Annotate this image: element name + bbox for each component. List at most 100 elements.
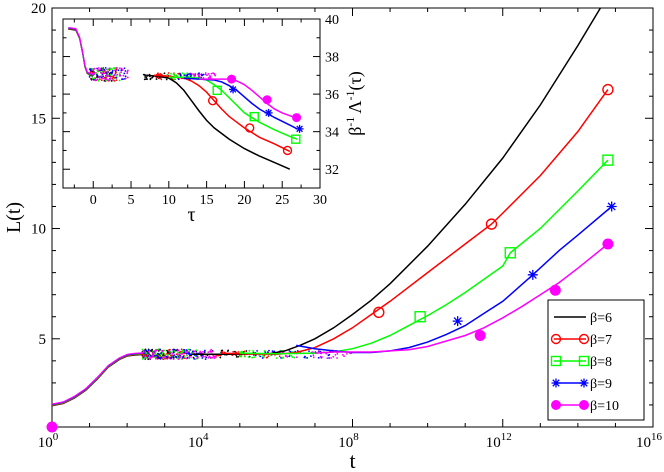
main-noise-point (190, 356, 192, 358)
inset-noise-point (121, 78, 123, 81)
main-noise-point (207, 351, 210, 353)
inset-marker-beta-7 (245, 123, 255, 133)
main-noise-point (238, 355, 241, 358)
inset-noise-point (177, 78, 180, 81)
inset-noise-point (213, 73, 216, 76)
main-y-tick-label: 15 (31, 111, 46, 127)
main-noise-point (312, 354, 315, 357)
inset-noise-point (97, 67, 100, 69)
main-noise-point (163, 349, 166, 352)
main-noise-point (180, 353, 183, 355)
inset-noise-point (126, 70, 129, 73)
main-x-tick-label: 1012 (486, 431, 512, 451)
main-y-axis-label: L(t) (3, 202, 25, 233)
main-noise-point (207, 357, 210, 359)
main-noise-point (183, 351, 186, 354)
inset-noise-point (100, 75, 103, 78)
inset-noise-point (175, 74, 177, 77)
main-early-curve (51, 353, 150, 406)
main-noise-point (147, 352, 149, 354)
main-markers (46, 83, 617, 433)
main-noise-point (147, 355, 150, 357)
main-noise-point (195, 349, 198, 352)
main-noise-point (193, 358, 196, 360)
inset-noise-point (100, 79, 103, 82)
inset-ylabel-beta: β (345, 127, 365, 136)
main-y-tick-label: 10 (31, 222, 46, 238)
inset-noise-point (124, 77, 127, 80)
inset-y-tick-label: 32 (325, 163, 339, 178)
main-noise-point (172, 356, 175, 359)
main-noise-point (177, 349, 180, 352)
main-noise-point (141, 351, 144, 354)
main-noise-point (213, 357, 216, 359)
main-noise-point (251, 356, 254, 359)
inset-ylabel-lambda: Λ (345, 101, 365, 114)
inset-y-tick-label: 38 (325, 51, 339, 66)
inset-noise-point (96, 74, 99, 77)
main-marker-beta-9 (527, 269, 538, 280)
main-noise-point (178, 353, 181, 355)
inset-x-axis-label: τ (187, 204, 195, 226)
main-noise-point (145, 355, 148, 358)
inset-noise-point (200, 73, 203, 76)
inset-noise-point (181, 72, 184, 75)
inset-x-tick-label: 0 (90, 193, 97, 208)
inset-marker-beta-10 (262, 95, 272, 105)
inset-noise-point (113, 74, 115, 77)
main-noise-point (325, 352, 328, 355)
inset-noise-point (197, 74, 200, 77)
inset-noise-point (105, 75, 108, 77)
inset-noise-point (108, 67, 111, 70)
inset-noise-point (184, 74, 186, 77)
main-noise-point (157, 356, 160, 359)
main-noise-point (221, 351, 224, 353)
main-noise-point (176, 356, 179, 359)
main-noise-point (204, 358, 207, 360)
main-y-tick-label: 20 (31, 1, 46, 17)
main-noise-point (192, 351, 194, 353)
main-noise-point (159, 348, 162, 351)
main-noise-point (247, 356, 250, 358)
inset-noise-point (115, 75, 118, 77)
inset-noise-point (111, 71, 114, 74)
main-marker-beta-7 (485, 218, 498, 230)
main-noise-point (221, 349, 224, 352)
inset-noise-point (111, 70, 114, 72)
main-marker-beta-8 (414, 311, 426, 323)
main-early-curve (51, 354, 150, 407)
inset-x-tick-label: 30 (313, 193, 327, 208)
inset-curve-beta-10 (199, 78, 298, 120)
inset-noise-point (96, 78, 99, 81)
main-marker-beta-10 (602, 238, 614, 250)
main-noise-point (259, 355, 262, 358)
main-noise-point (185, 350, 188, 353)
main-noise-point (211, 356, 214, 359)
inset-noise-point (187, 73, 190, 76)
main-noise-point (159, 357, 162, 360)
inset-noise-point (93, 67, 96, 70)
inset-marker-beta-9 (264, 108, 273, 117)
inset-noise-point (101, 72, 104, 75)
inset-marker-beta-9 (229, 85, 238, 94)
main-early-curve (51, 353, 150, 406)
main-noise-point (266, 356, 269, 359)
main-noise-point (209, 350, 212, 353)
main-noise-point (182, 356, 184, 359)
main-noise-point (256, 350, 258, 352)
main-marker-beta-8 (602, 154, 614, 166)
legend-marker-beta-8 (550, 355, 562, 367)
inset-ylabel-sup2: -1 (343, 91, 357, 101)
inset-y-tick-label: 40 (325, 13, 339, 28)
main-noise-point (198, 351, 201, 354)
legend-marker-beta-7 (578, 333, 590, 345)
inset-noise-point (123, 67, 126, 70)
main-noise-point (181, 349, 184, 352)
inset-noise-point (173, 78, 176, 81)
inset-noise-point (145, 78, 148, 80)
main-noise-point (149, 356, 152, 358)
inset-noise-point (99, 78, 101, 80)
main-noise-point (328, 357, 330, 359)
legend-label-beta-10: β=10 (590, 399, 619, 414)
main-noise-point (200, 355, 203, 358)
